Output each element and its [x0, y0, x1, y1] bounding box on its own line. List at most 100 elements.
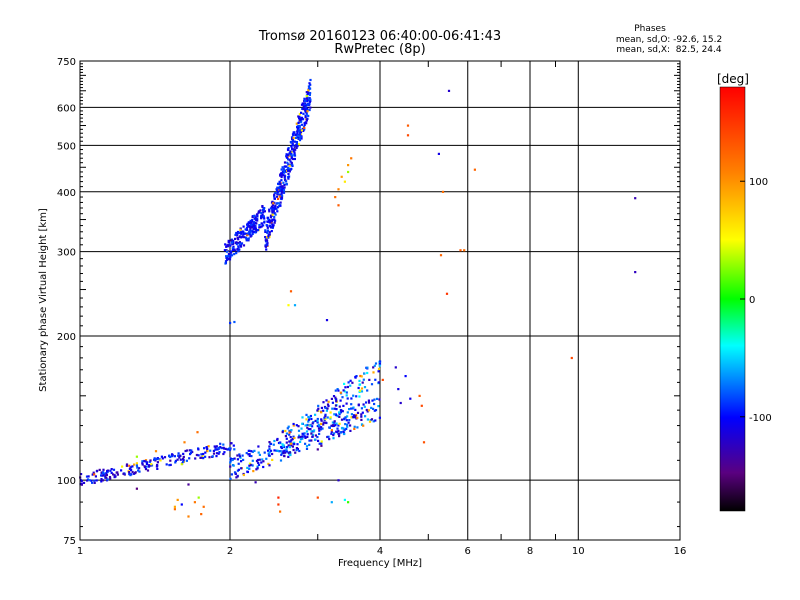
data-point — [308, 108, 311, 112]
data-point — [365, 401, 368, 404]
data-point — [294, 144, 297, 147]
data-point — [374, 409, 378, 412]
data-point — [200, 453, 203, 456]
data-point — [399, 401, 402, 405]
data-point — [106, 478, 109, 481]
data-point — [182, 455, 185, 458]
data-point — [239, 245, 243, 248]
data-point — [301, 416, 304, 419]
data-point — [302, 112, 305, 115]
data-point — [112, 473, 115, 476]
data-point — [330, 432, 333, 435]
data-point — [112, 468, 116, 471]
data-point — [328, 438, 331, 441]
data-point — [226, 244, 230, 247]
data-point — [279, 188, 282, 191]
data-point — [335, 414, 338, 417]
data-point — [257, 463, 261, 466]
data-point — [246, 470, 249, 473]
data-point — [236, 475, 239, 478]
data-point — [185, 459, 188, 462]
data-point — [634, 197, 637, 200]
data-point — [261, 458, 264, 461]
x-tick-label: 6 — [465, 546, 471, 557]
data-point — [340, 427, 344, 430]
y-axis-label: Stationary phase Virtual Height [km] — [38, 208, 49, 392]
data-point — [318, 425, 321, 428]
data-point — [224, 447, 227, 450]
data-point — [234, 233, 237, 236]
data-point — [304, 103, 307, 107]
data-point — [289, 153, 292, 156]
data-point — [238, 231, 241, 234]
data-point — [361, 381, 364, 384]
data-point — [343, 180, 346, 183]
data-point — [279, 174, 282, 177]
data-point — [330, 430, 333, 433]
data-point — [188, 457, 191, 460]
data-point — [258, 226, 261, 229]
data-point — [320, 440, 323, 443]
data-point — [215, 445, 218, 448]
data-point — [372, 407, 375, 410]
data-point — [281, 173, 284, 176]
data-point — [249, 233, 252, 236]
data-point — [305, 112, 308, 115]
data-point — [381, 378, 384, 381]
data-point — [270, 221, 273, 224]
data-point — [229, 477, 232, 480]
data-point — [377, 367, 381, 370]
data-point — [169, 459, 172, 462]
data-point — [100, 478, 103, 481]
data-point — [301, 422, 304, 425]
data-point — [306, 99, 309, 103]
data-point — [271, 458, 274, 461]
data-point — [338, 422, 341, 425]
data-point — [169, 455, 172, 459]
data-point — [177, 454, 180, 457]
data-point — [235, 241, 238, 244]
data-point — [297, 425, 300, 428]
data-point — [233, 320, 236, 324]
data-point — [247, 453, 250, 456]
data-point — [285, 155, 288, 158]
data-point — [156, 467, 159, 470]
data-point — [224, 262, 227, 265]
data-point — [249, 219, 252, 222]
data-point — [93, 481, 96, 484]
data-point — [284, 435, 287, 438]
data-point — [270, 230, 273, 233]
data-point — [282, 450, 285, 453]
data-point — [271, 218, 274, 221]
data-point — [363, 372, 366, 375]
data-point — [361, 411, 364, 414]
data-point — [343, 418, 346, 421]
data-point — [332, 434, 335, 437]
data-point — [297, 125, 300, 128]
data-point — [283, 161, 287, 164]
data-point — [178, 456, 181, 459]
data-point — [343, 432, 346, 436]
data-point — [355, 413, 358, 417]
data-point — [236, 454, 239, 457]
data-point — [230, 241, 234, 244]
data-point — [277, 182, 280, 185]
data-point — [280, 172, 283, 175]
data-point — [313, 429, 316, 432]
data-point — [267, 462, 270, 465]
data-point — [144, 459, 148, 462]
data-point — [105, 473, 108, 476]
data-point — [215, 455, 218, 458]
data-point — [229, 321, 232, 325]
data-point — [109, 477, 112, 480]
data-point — [309, 87, 312, 90]
data-point — [340, 175, 343, 178]
data-point — [272, 443, 275, 446]
data-point — [268, 233, 271, 236]
data-point — [245, 226, 249, 229]
data-point — [201, 454, 204, 457]
data-point — [350, 403, 353, 406]
data-point — [91, 473, 94, 476]
data-point — [343, 390, 346, 393]
data-points — [79, 78, 637, 518]
